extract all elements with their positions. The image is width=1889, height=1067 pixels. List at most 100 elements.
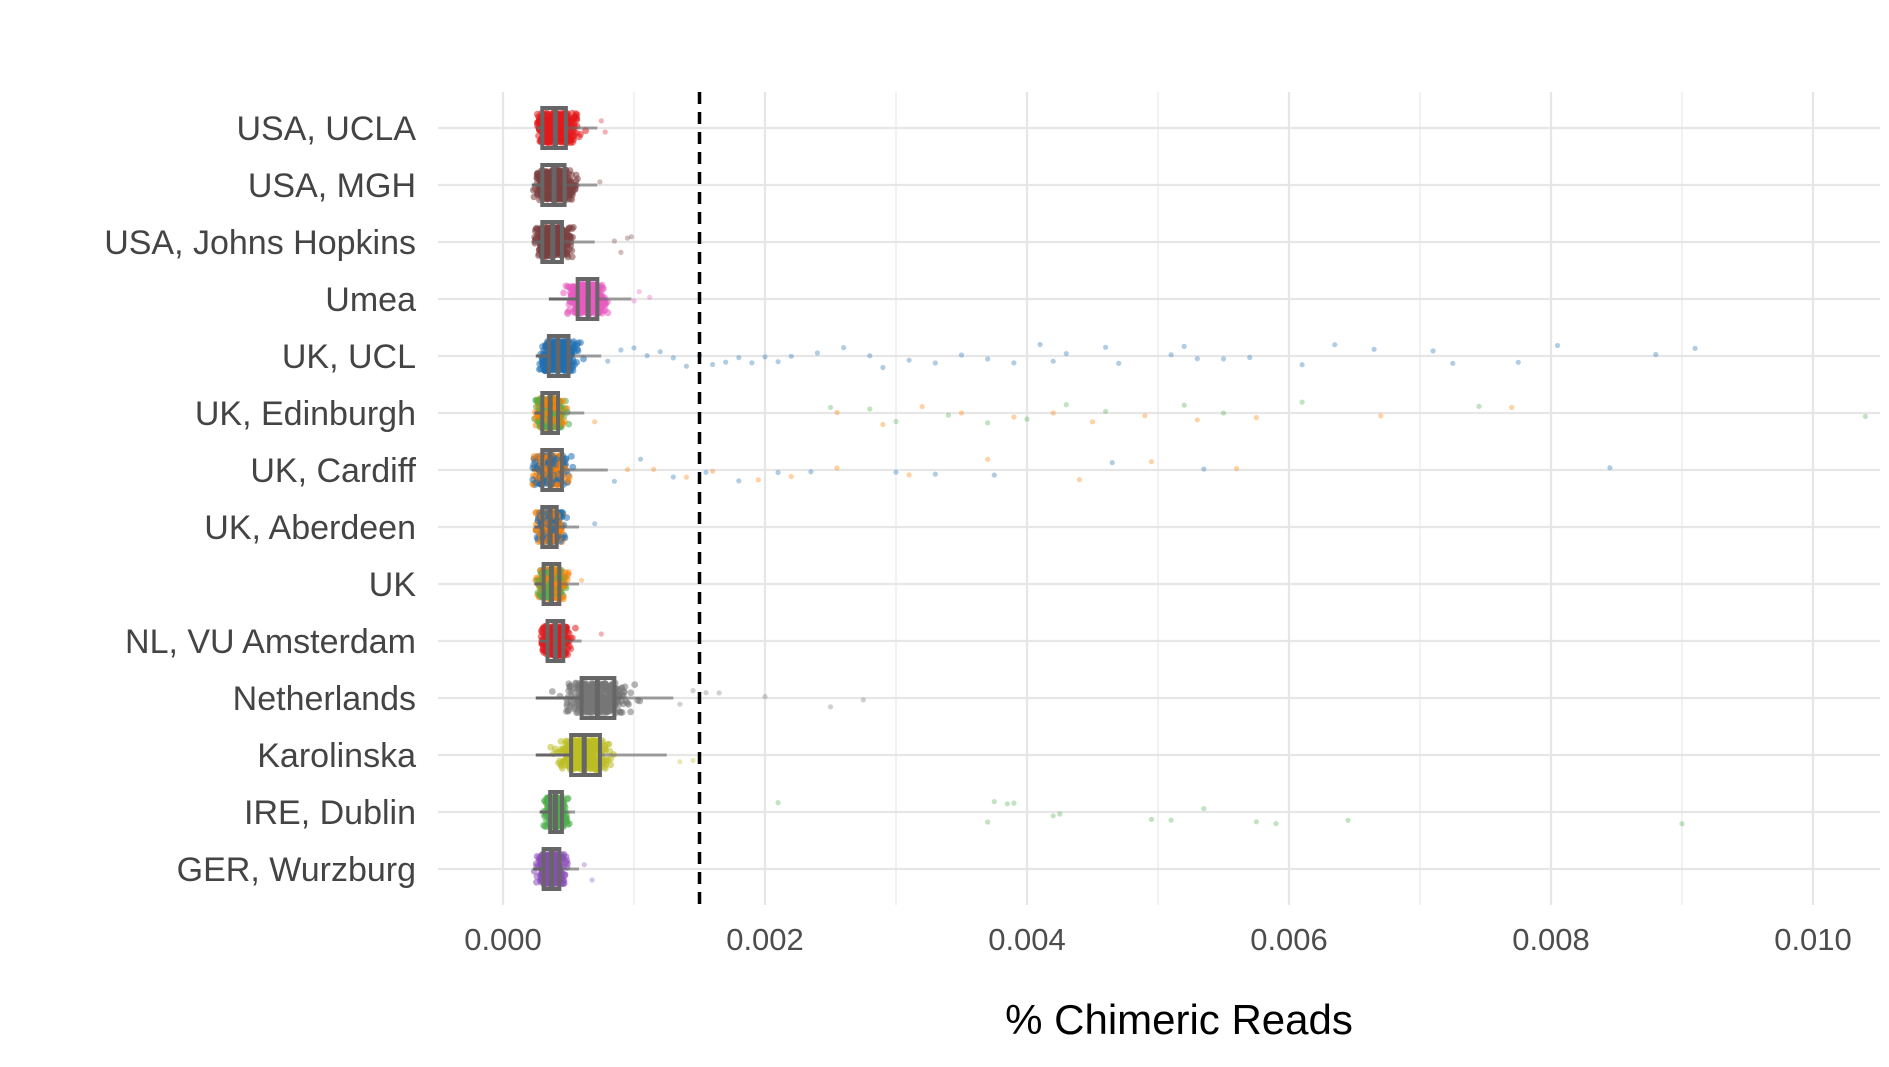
data-point (601, 697, 608, 704)
outlier-point (629, 234, 634, 239)
outlier-point (1693, 346, 1698, 351)
outlier-point (1450, 361, 1455, 366)
data-point (558, 738, 565, 745)
data-point (571, 129, 578, 136)
data-point (564, 796, 571, 803)
outlier-point (1038, 342, 1043, 347)
outlier-point (1345, 818, 1350, 823)
outlier-point (690, 758, 695, 763)
outlier-point (1247, 355, 1252, 360)
data-point (567, 682, 574, 689)
outlier-point (808, 469, 813, 474)
data-point (627, 709, 634, 716)
outlier-point (703, 470, 708, 475)
outlier-point (1182, 403, 1187, 408)
outlier-point (647, 295, 652, 300)
data-point (539, 343, 546, 350)
data-point (533, 480, 540, 487)
outlier-point (834, 410, 839, 415)
data-point (564, 651, 571, 658)
data-point (604, 741, 611, 748)
outlier-point (933, 360, 938, 365)
outlier-point (631, 298, 636, 303)
outlier-point (1195, 417, 1200, 422)
data-point (573, 172, 580, 179)
outlier-point (677, 759, 682, 764)
grid-layer (438, 92, 1880, 905)
outlier-point (1149, 459, 1154, 464)
outlier-point (985, 819, 990, 824)
outlier-point (710, 469, 715, 474)
data-point (577, 131, 584, 138)
data-point (587, 765, 594, 772)
outlier-point (985, 420, 990, 425)
outlier-point (1103, 409, 1108, 414)
data-point (563, 514, 570, 521)
data-point (569, 116, 576, 123)
data-point (631, 681, 638, 688)
outlier-point (1064, 351, 1069, 356)
outlier-point (1431, 348, 1436, 353)
outlier-point (828, 405, 833, 410)
outlier-point (618, 347, 623, 352)
data-point (556, 757, 563, 764)
outlier-point (599, 118, 604, 123)
outlier-point (1476, 404, 1481, 409)
outlier-point (1254, 819, 1259, 824)
data-point (601, 680, 608, 687)
outlier-point (710, 362, 715, 367)
outlier-point (736, 478, 741, 483)
outlier-point (992, 799, 997, 804)
outlier-point (1090, 419, 1095, 424)
outlier-point (1057, 811, 1062, 816)
outlier-point (1378, 413, 1383, 418)
outlier-point (1103, 345, 1108, 350)
outlier-point (579, 578, 584, 583)
outlier-point (599, 631, 604, 636)
outlier-point (1234, 466, 1239, 471)
data-point (606, 707, 613, 714)
data-point (571, 704, 578, 711)
outlier-point (1300, 400, 1305, 405)
outlier-point (749, 360, 754, 365)
outlier-point (1653, 352, 1658, 357)
outlier-point (1254, 415, 1259, 420)
data-point (570, 288, 577, 295)
outlier-point (1201, 466, 1206, 471)
outlier-point (1011, 414, 1016, 419)
outlier-point (1516, 360, 1521, 365)
outlier-point (677, 702, 682, 707)
outlier-point (1300, 362, 1305, 367)
outlier-point (946, 413, 951, 418)
outlier-point (841, 345, 846, 350)
outlier-point (776, 470, 781, 475)
outlier-point (612, 238, 617, 243)
outlier-point (703, 690, 708, 695)
outlier-point (637, 289, 642, 294)
outlier-point (638, 457, 643, 462)
outlier-point (1149, 817, 1154, 822)
outlier-point (1195, 356, 1200, 361)
points-layer (529, 110, 1868, 888)
outlier-point (658, 349, 663, 354)
outlier-point (1051, 813, 1056, 818)
outlier-point (618, 250, 623, 255)
outlier-point (671, 355, 676, 360)
outlier-point (631, 345, 636, 350)
outlier-point (1116, 361, 1121, 366)
outlier-point (959, 352, 964, 357)
outlier-point (645, 353, 650, 358)
outlier-point (1051, 359, 1056, 364)
outlier-point (1110, 460, 1115, 465)
outlier-point (592, 521, 597, 526)
data-point (544, 127, 551, 134)
outlier-point (1273, 821, 1278, 826)
outlier-point (834, 465, 839, 470)
outlier-point (736, 355, 741, 360)
outlier-point (880, 365, 885, 370)
outlier-point (907, 472, 912, 477)
outlier-point (985, 457, 990, 462)
outlier-point (867, 406, 872, 411)
